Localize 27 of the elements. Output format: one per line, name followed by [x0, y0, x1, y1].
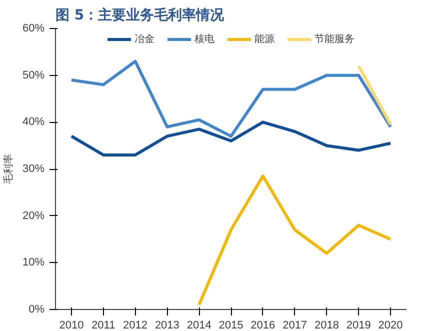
x-tick-label: 2014: [186, 320, 212, 331]
x-tick-label: 2020: [378, 320, 403, 331]
line-series: [70, 60, 392, 138]
x-tick-label: 2019: [346, 320, 371, 331]
x-tick-label: 2013: [154, 320, 180, 331]
legend-label: 核电: [194, 32, 214, 46]
chart-title: 图 5：主要业务毛利率情况: [56, 6, 226, 24]
x-tick-label: 2012: [123, 320, 148, 331]
y-tick-label: 40%: [22, 116, 45, 128]
y-tick-label: 10%: [22, 256, 45, 269]
x-tick-label: 2016: [250, 320, 276, 331]
line-series: [70, 120, 392, 156]
x-tick-label: 2011: [92, 320, 116, 331]
x-tick-label: 2010: [59, 320, 84, 331]
y-tick-label: 20%: [22, 210, 45, 222]
line-series: [198, 174, 392, 306]
x-tick-label: 2017: [282, 320, 308, 331]
x-tick-label: 2015: [218, 320, 244, 331]
legend-label: 能源: [254, 32, 274, 46]
legend-label: 冶金: [134, 33, 154, 46]
legend-label: 节能服务: [314, 32, 354, 46]
y-tick-label: 50%: [22, 69, 45, 82]
y-tick-label: 0%: [28, 304, 45, 316]
y-tick-label: 60%: [22, 22, 45, 34]
y-tick-label: 30%: [22, 163, 45, 175]
y-axis-title: 毛利率: [2, 154, 14, 184]
x-tick-label: 2018: [314, 320, 339, 331]
